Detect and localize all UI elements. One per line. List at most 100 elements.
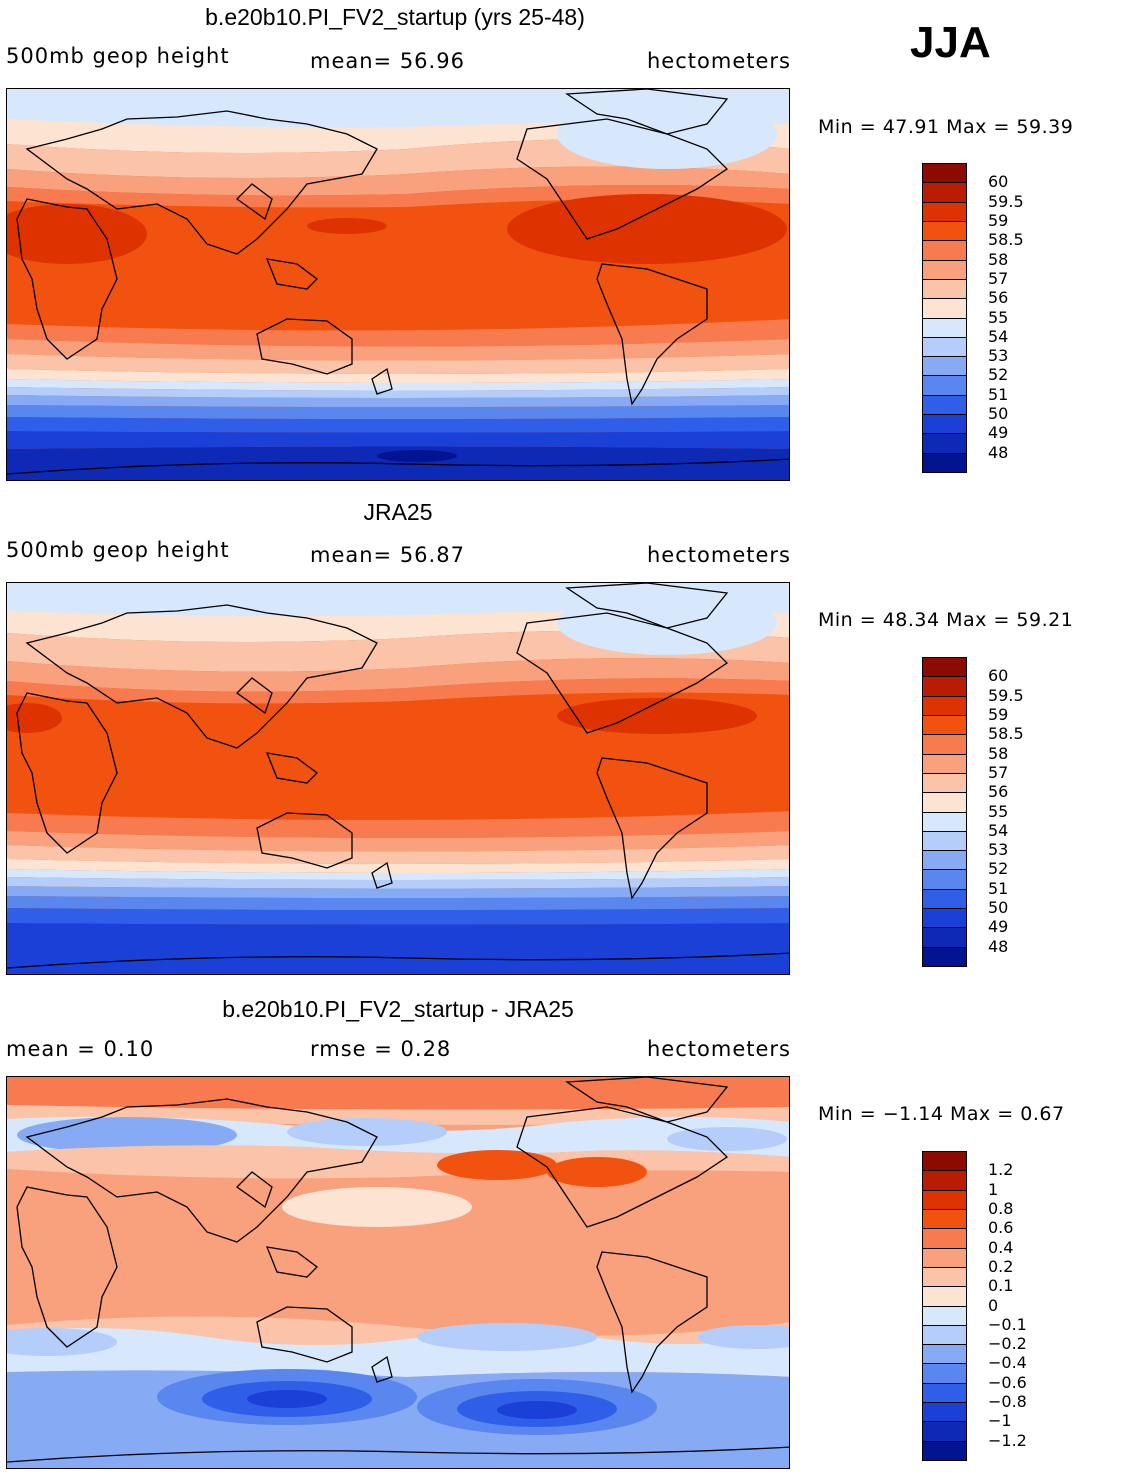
- panel-2-colorbar-label: 49: [988, 917, 1009, 937]
- panel-3-colorbar-swatch: [922, 1151, 967, 1172]
- panel-3-colorbar-label: 0.4: [988, 1237, 1014, 1257]
- panel-2-colorbar-swatch: [922, 734, 967, 755]
- panel-2-colorbar-swatch: [922, 888, 967, 910]
- panel-2-colorbar-swatch: [922, 869, 967, 890]
- panel-1-colorbar-swatch: [922, 182, 967, 203]
- panel-1-low-antarctic: [377, 450, 457, 462]
- panel-1-map: [6, 88, 790, 481]
- panel-2-coastlines: [7, 583, 789, 969]
- panel-2-colorbar-swatch: [922, 695, 967, 716]
- panel-1-colorbar-swatch: [922, 375, 967, 396]
- panel-3-title: b.e20b10.PI_FV2_startup - JRA25: [222, 996, 574, 1022]
- panel-1-colorbar-swatch: [922, 317, 967, 338]
- panel-3-colorbar-swatch: [922, 1440, 967, 1461]
- panel-2-mean-label: mean= 56.87: [310, 543, 465, 567]
- panel-2-colorbar-swatch: [922, 946, 967, 967]
- panel-2-band-51s: [7, 896, 789, 910]
- panel-1-colorbar-swatch: [922, 201, 967, 222]
- panel-1-colorbar-label: 60: [988, 172, 1009, 192]
- panel-1-colorbar-swatch: [922, 414, 967, 435]
- panel-3-colorbar-swatch: [922, 1305, 967, 1326]
- panel-2-colorbar-label: 50: [988, 898, 1009, 918]
- panel-2-colorbar-swatch: [922, 772, 967, 794]
- panel-1-colorbar-label: 48: [988, 442, 1009, 462]
- panel-1-colorbar-label: 59: [988, 210, 1009, 230]
- panel-1-band-56s: [7, 354, 789, 374]
- panel-1-high-africa: [7, 204, 147, 264]
- panel-2-band-53s: [7, 877, 789, 889]
- panel-2-colorbar-label: 52: [988, 859, 1009, 879]
- panel-3-colorbar-label: −0.4: [988, 1353, 1027, 1373]
- panel-3-neg-sh-east: [697, 1325, 789, 1349]
- panel-3-colorbar-swatch: [922, 1208, 967, 1230]
- panel-2-band-58: [7, 678, 789, 704]
- panel-1-band-49s: [7, 431, 789, 449]
- panel-2-colorbar-label: 53: [988, 840, 1009, 860]
- panel-3-neg-antarctic-min-2: [497, 1401, 577, 1419]
- panel-2-band-57: [7, 658, 789, 692]
- panel-2-colorbar-swatch: [922, 753, 967, 774]
- panel-1-band-58: [7, 185, 789, 208]
- panel-2-band-50s: [7, 908, 789, 925]
- panel-1-colorbar-label: 49: [988, 423, 1009, 443]
- panel-3-coastlines: [7, 1077, 789, 1463]
- panel-3-colorbar-label: 0: [988, 1295, 999, 1315]
- panel-3-colorbar-label: −1.2: [988, 1430, 1027, 1450]
- panel-1-colorbar-label: 51: [988, 384, 1009, 404]
- panel-3-rmse-label: rmse = 0.28: [310, 1037, 452, 1061]
- panel-3-units-label: hectometers: [647, 1037, 791, 1061]
- panel-1-colorbar-swatch: [922, 163, 967, 184]
- panel-1-coastlines: [7, 89, 789, 475]
- panel-1-variable-label: 500mb geop height: [6, 44, 230, 68]
- panel-2-colorbar-label: 58: [988, 743, 1009, 763]
- panel-3-colorbar-label: −0.1: [988, 1314, 1027, 1334]
- panel-1-colorbar-swatch: [922, 240, 967, 261]
- panel-3-band-arctic-pos: [7, 1077, 789, 1110]
- panel-1-min-max: Min = 47.91 Max = 59.39: [818, 116, 1074, 138]
- panel-1-colorbar-swatch: [922, 259, 967, 280]
- panel-2-colorbar-swatch: [922, 676, 967, 697]
- panel-3-colorbar-label: −1: [988, 1411, 1012, 1431]
- panel-1-colorbar-label: 56: [988, 288, 1009, 308]
- panel-1-band-52s: [7, 395, 789, 407]
- panel-3-colorbar-swatch: [922, 1170, 967, 1191]
- panel-1-colorbar-swatch: [922, 356, 967, 377]
- panel-1-colorbar-label: 50: [988, 404, 1009, 424]
- panel-2-colorbar-label: 54: [988, 820, 1009, 840]
- panel-3-min-max: Min = −1.14 Max = 0.67: [818, 1103, 1065, 1125]
- panel-2-colorbar-swatch: [922, 927, 967, 948]
- panel-2-band-57s: [7, 831, 789, 852]
- panel-3-colorbar-label: 0.1: [988, 1276, 1014, 1296]
- panel-3-colorbar-swatch: [922, 1324, 967, 1346]
- panel-2-colorbar-label: 57: [988, 762, 1009, 782]
- panel-1-high-atlantic: [507, 194, 787, 264]
- panel-1-colorbar: 60 59.5 59 58.5 58 57 56 55 54 53 52 51 50 49 48: [922, 163, 1024, 473]
- panel-1-map-graphic: [7, 89, 789, 480]
- panel-1-colorbar-label: 53: [988, 346, 1009, 366]
- panel-1-band-51s: [7, 405, 789, 419]
- panel-3-colorbar-swatch: [922, 1266, 967, 1288]
- panel-1-colorbar-label: 58.5: [988, 230, 1024, 250]
- panel-3-colorbar-swatch: [922, 1382, 967, 1404]
- panel-1-colorbar-swatch: [922, 278, 967, 300]
- panel-3-colorbar-label: 0.8: [988, 1198, 1014, 1218]
- panel-1-band-58s: [7, 319, 789, 347]
- panel-3-mean-label: mean = 0.10: [6, 1037, 155, 1061]
- panel-2-colorbar-swatch: [922, 714, 967, 736]
- panel-3-colorbar-swatch: [922, 1228, 967, 1249]
- panel-3-colorbar-label: 1: [988, 1179, 999, 1199]
- panel-2-high-atlantic: [557, 698, 757, 734]
- panel-2-units-label: hectometers: [647, 543, 791, 567]
- panel-1-high-pacific: [307, 218, 387, 234]
- panel-2-colorbar-swatch: [922, 811, 967, 832]
- panel-2-map-graphic: [7, 583, 789, 974]
- panel-1-band-57: [7, 166, 789, 196]
- panel-3-neg-antarctic-min-1: [247, 1390, 327, 1408]
- panel-2-band-55s: [7, 859, 789, 873]
- season-label: JJA: [910, 18, 991, 67]
- panel-3-colorbar-swatch: [922, 1402, 967, 1423]
- panel-2-colorbar-swatch: [922, 792, 967, 813]
- panel-2-colorbar-label: 60: [988, 666, 1009, 686]
- panel-3-colorbar-swatch: [922, 1363, 967, 1384]
- panel-1-band-54s: [7, 379, 789, 391]
